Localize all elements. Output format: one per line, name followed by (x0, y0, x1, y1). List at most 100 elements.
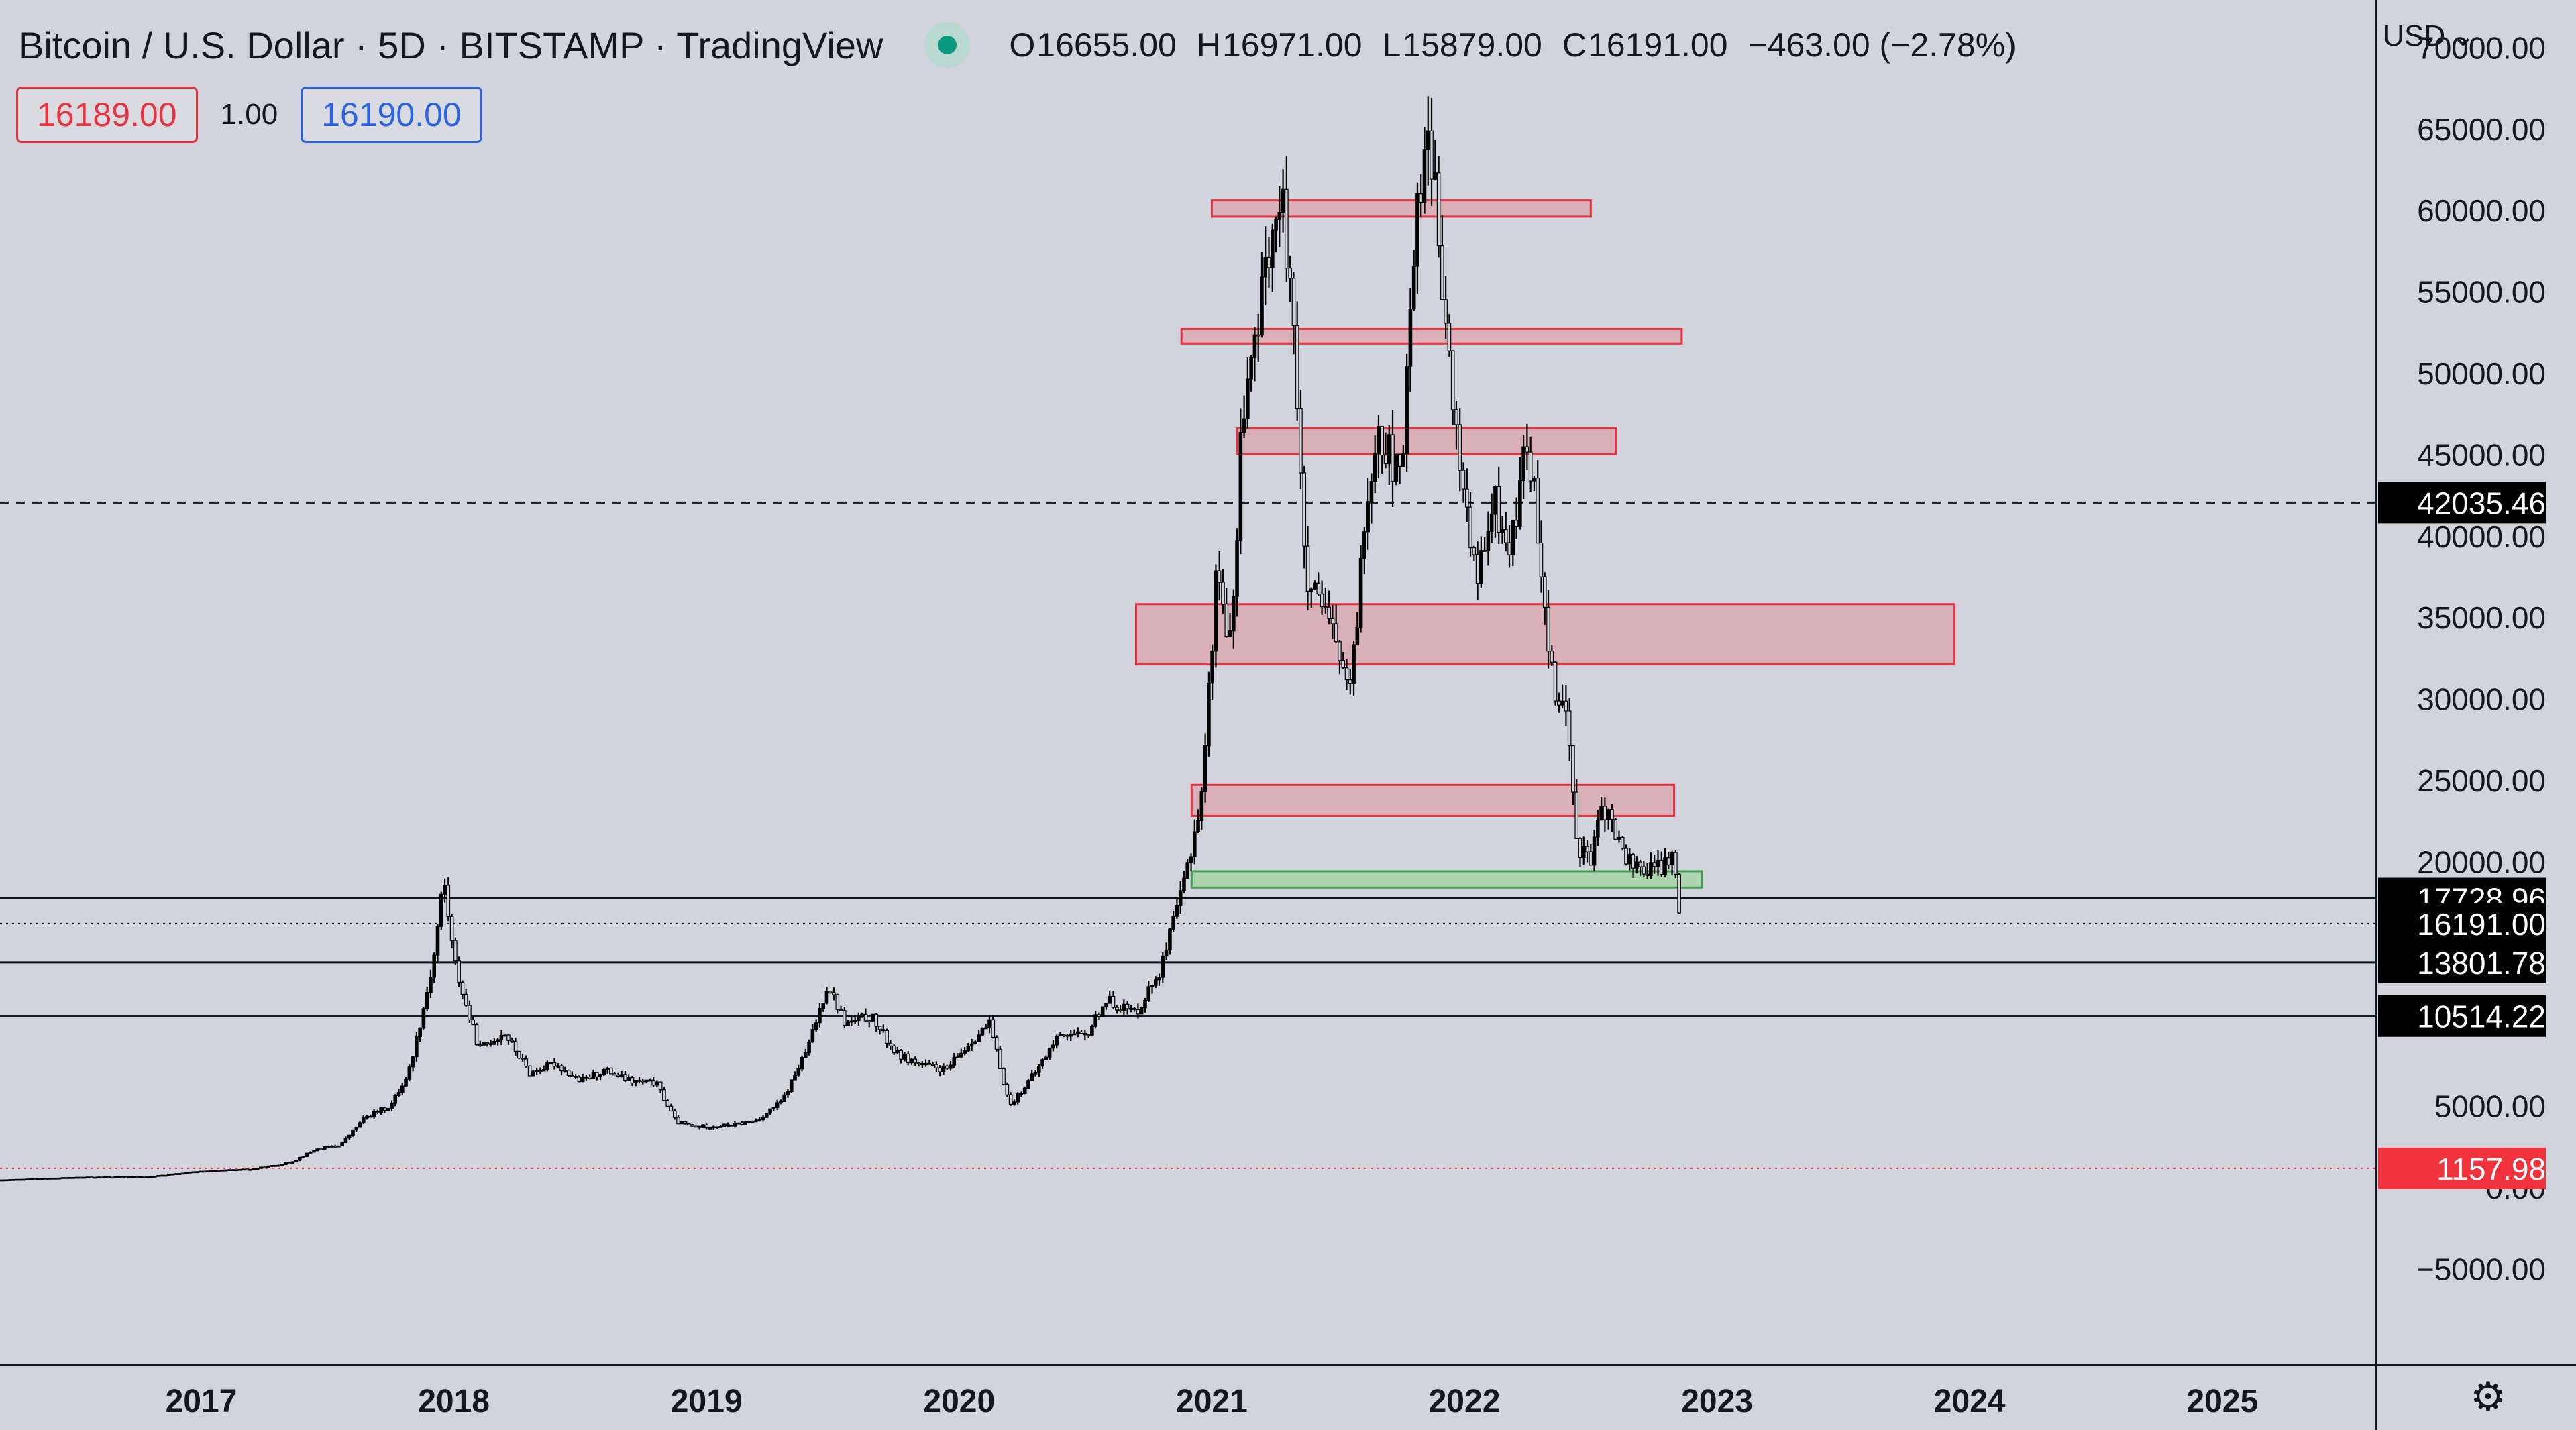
candle-body-348 (1228, 630, 1232, 637)
chart-header: Bitcoin / U.S. Dollar · 5D · BITSTAMP · … (19, 15, 2017, 75)
candle-48 (166, 1174, 171, 1176)
candle-body-209 (736, 1122, 741, 1125)
candle-body-107 (376, 1111, 380, 1113)
candle-92 (322, 1146, 327, 1151)
candle-442 (1560, 684, 1564, 708)
candle-body-430 (1518, 480, 1522, 527)
candle-body-89 (312, 1150, 316, 1153)
candle-body-205 (722, 1123, 727, 1128)
candle-260 (916, 1062, 921, 1067)
candle-311 (1097, 1012, 1102, 1020)
candle-40 (138, 1176, 143, 1178)
currency-selector[interactable]: USD ⌄ (2383, 19, 2475, 53)
candle-body-170 (598, 1074, 602, 1077)
candle-body-427 (1507, 542, 1511, 555)
candle-446 (1574, 779, 1579, 839)
candle-147 (517, 1050, 521, 1060)
candle-171 (602, 1067, 606, 1077)
candle-323 (1139, 1006, 1144, 1015)
candle-body-304 (1072, 1033, 1077, 1036)
candle-body-346 (1221, 582, 1225, 605)
market-status-icon[interactable] (924, 22, 971, 68)
candle-185 (651, 1077, 655, 1087)
candle-142 (499, 1030, 504, 1046)
candle-235 (828, 991, 833, 994)
candle-body-12 (40, 1178, 44, 1180)
candle-205 (722, 1123, 727, 1128)
resistance-zone-2 (1236, 427, 1617, 455)
candle-11 (36, 1178, 40, 1180)
candle-131 (460, 980, 465, 999)
candle-390 (1377, 415, 1381, 478)
candle-258 (910, 1058, 914, 1065)
candle-body-79 (276, 1164, 281, 1167)
candle-body-364 (1285, 188, 1289, 269)
y-tick-label-13: −5000.00 (2416, 1252, 2546, 1286)
candle-468 (1652, 855, 1657, 874)
candle-358 (1263, 226, 1268, 306)
candle-body-255 (899, 1050, 903, 1060)
candle-174 (612, 1072, 616, 1076)
candle-body-423 (1493, 486, 1497, 515)
candle-body-112 (393, 1095, 398, 1104)
sell-button[interactable]: 16189.00 (16, 87, 198, 143)
candle-257 (906, 1051, 910, 1066)
candle-body-123 (432, 954, 437, 978)
candle-202 (711, 1125, 716, 1130)
candle-body-394 (1391, 434, 1395, 482)
high-label: H (1196, 26, 1221, 64)
candle-384 (1355, 612, 1360, 646)
candle-body-160 (563, 1070, 568, 1072)
levels-layer (0, 501, 2376, 1169)
y-tick-label-4: 50000.00 (2417, 356, 2546, 391)
candle-body-436 (1539, 542, 1544, 578)
candle-53 (184, 1172, 189, 1174)
candle-body-22 (74, 1176, 79, 1179)
candle-body-188 (662, 1089, 666, 1101)
candle-27 (93, 1176, 97, 1179)
candle-460 (1624, 844, 1628, 866)
x-tick-label-4: 2021 (1176, 1384, 1248, 1419)
candle-body-386 (1362, 531, 1366, 559)
candle-290 (1022, 1087, 1027, 1095)
candle-430 (1518, 457, 1522, 530)
candle-body-407 (1436, 172, 1441, 247)
candle-body-337 (1189, 856, 1193, 863)
candle-body-351 (1238, 431, 1243, 541)
time-axis[interactable]: 2017 2018 2019 2020 2021 2022 2023 2024 2025 (166, 1384, 2259, 1419)
candle-187 (658, 1081, 663, 1093)
candle-316 (1114, 1005, 1119, 1014)
candle-body-42 (146, 1176, 150, 1178)
price-axis[interactable]: 70000.00 65000.00 60000.00 55000.00 50000.00… (2416, 30, 2546, 1286)
candle-98 (343, 1136, 348, 1144)
settings-gear-icon[interactable]: ⚙ (2470, 1374, 2506, 1419)
candle-65 (227, 1169, 231, 1171)
candle-body-469 (1656, 860, 1660, 867)
candle-body-187 (658, 1081, 663, 1091)
candle-body-286 (1008, 1094, 1013, 1105)
candle-body-226 (796, 1068, 801, 1076)
buy-button[interactable]: 16190.00 (301, 87, 482, 143)
candle-106 (372, 1109, 376, 1119)
candle-310 (1093, 1011, 1097, 1029)
candle-125 (439, 891, 443, 930)
candle-377 (1330, 604, 1335, 639)
candle-242 (853, 1017, 857, 1024)
candle-body-172 (605, 1067, 610, 1070)
candle-69 (241, 1168, 246, 1171)
candle-body-106 (372, 1111, 376, 1117)
candle-body-355 (1252, 334, 1257, 358)
candle-333 (1175, 898, 1179, 919)
candle-158 (555, 1063, 560, 1069)
candle-body-16 (54, 1177, 58, 1180)
candle-285 (1005, 1082, 1010, 1097)
candle-body-155 (545, 1062, 549, 1070)
candle-199 (701, 1124, 705, 1128)
candle-body-53 (184, 1172, 189, 1174)
candle-body-34 (117, 1176, 121, 1178)
candle-body-453 (1599, 806, 1603, 821)
candle-body-246 (867, 1020, 871, 1022)
candle-body-388 (1369, 481, 1374, 502)
candle-body-310 (1093, 1014, 1097, 1027)
